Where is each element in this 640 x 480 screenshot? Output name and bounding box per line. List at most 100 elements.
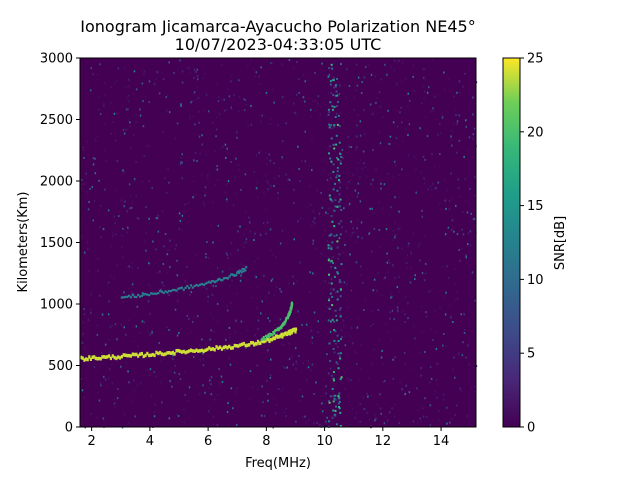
noise-cell <box>414 274 416 277</box>
noise-cell <box>83 182 85 185</box>
noise-cell <box>127 265 129 268</box>
echo-point <box>153 353 156 358</box>
interference-cell <box>338 193 341 196</box>
noise-cell <box>444 179 446 182</box>
noise-cell <box>227 257 229 260</box>
interference-cell <box>329 360 332 362</box>
noise-cell <box>141 320 144 323</box>
echo-point <box>224 277 227 280</box>
noise-cell <box>383 278 385 281</box>
noise-cell <box>275 256 277 259</box>
echo-point <box>199 283 202 286</box>
noise-cell <box>321 62 323 65</box>
noise-cell <box>233 94 235 97</box>
interference-cell <box>333 124 336 126</box>
noise-cell <box>320 191 322 194</box>
noise-cell <box>127 227 129 230</box>
noise-cell <box>433 94 436 97</box>
noise-cell <box>83 156 85 159</box>
colorbar-tick-label: 5 <box>527 347 535 362</box>
echo-point <box>244 269 247 272</box>
interference-cell <box>329 80 332 83</box>
interference-cell <box>336 205 339 208</box>
noise-cell <box>396 83 398 86</box>
noise-cell <box>168 329 170 331</box>
noise-cell <box>464 199 467 202</box>
noise-cell <box>457 178 460 181</box>
noise-cell <box>451 219 454 222</box>
noise-cell <box>394 222 396 225</box>
noise-cell <box>392 175 394 178</box>
noise-cell <box>180 105 182 107</box>
noise-cell <box>116 338 118 341</box>
noise-cell <box>172 354 174 357</box>
noise-cell <box>433 166 436 169</box>
echo-point <box>120 296 123 299</box>
noise-cell <box>229 344 232 347</box>
noise-cell <box>197 315 199 318</box>
noise-cell <box>209 312 211 315</box>
noise-cell <box>358 378 361 381</box>
noise-cell <box>81 236 83 239</box>
noise-cell <box>394 277 396 279</box>
noise-cell <box>456 122 458 125</box>
echo-point <box>228 344 231 349</box>
noise-cell <box>357 235 359 238</box>
noise-cell <box>359 120 362 123</box>
echo-point <box>94 356 97 361</box>
noise-cell <box>436 362 439 365</box>
noise-cell <box>355 352 358 355</box>
noise-cell <box>365 65 367 68</box>
noise-cell <box>380 356 383 359</box>
noise-cell <box>195 98 197 101</box>
noise-cell <box>407 242 410 245</box>
noise-cell <box>450 316 452 319</box>
interference-cell <box>336 363 339 365</box>
interference-cell <box>340 220 343 223</box>
noise-cell <box>220 64 223 67</box>
noise-cell <box>113 398 115 401</box>
noise-cell <box>469 230 472 233</box>
noise-cell <box>359 134 362 137</box>
plot-background <box>80 58 476 427</box>
noise-cell <box>168 417 171 420</box>
noise-cell <box>80 378 83 380</box>
noise-cell <box>410 250 412 253</box>
noise-cell <box>471 271 474 274</box>
noise-cell <box>420 420 423 423</box>
noise-cell <box>236 131 238 134</box>
noise-cell <box>84 251 86 254</box>
noise-cell <box>131 399 134 402</box>
noise-cell <box>81 389 84 392</box>
noise-cell <box>407 317 409 320</box>
noise-cell <box>424 182 426 185</box>
noise-cell <box>419 352 421 355</box>
noise-cell <box>464 72 466 75</box>
noise-cell <box>196 74 199 77</box>
interference-cell <box>334 199 337 202</box>
noise-cell <box>99 382 102 385</box>
noise-cell <box>180 156 182 159</box>
noise-cell <box>397 275 400 278</box>
echo-point <box>233 343 236 348</box>
noise-cell <box>201 173 203 176</box>
noise-cell <box>429 185 432 188</box>
echo-point <box>290 306 293 309</box>
noise-cell <box>261 385 263 388</box>
noise-cell <box>234 391 236 394</box>
noise-cell <box>126 231 128 234</box>
noise-cell <box>457 298 459 301</box>
noise-cell <box>281 63 283 66</box>
interference-cell <box>328 194 331 197</box>
noise-cell <box>161 210 164 213</box>
noise-cell <box>442 393 445 396</box>
noise-cell <box>269 228 272 231</box>
noise-cell <box>263 274 265 277</box>
echo-point <box>115 356 118 361</box>
interference-cell <box>331 388 334 390</box>
noise-cell <box>357 114 359 116</box>
noise-cell <box>88 200 90 203</box>
noise-cell <box>224 143 227 146</box>
noise-cell <box>205 153 208 156</box>
noise-cell <box>359 265 362 268</box>
